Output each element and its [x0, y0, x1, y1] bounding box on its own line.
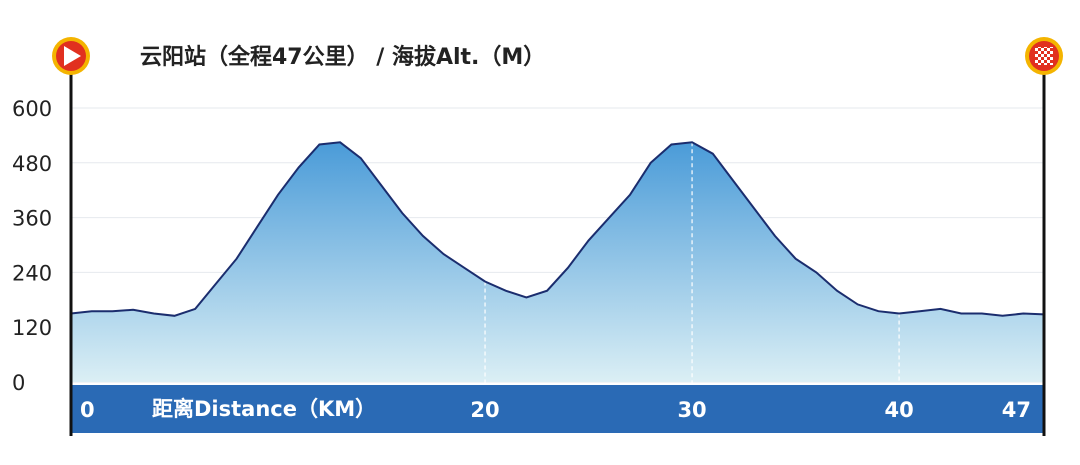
elevation-area	[71, 142, 1044, 382]
y-tick-label: 240	[12, 261, 52, 285]
elevation-line	[70, 141, 1045, 317]
x-tick-label: 20	[470, 398, 499, 422]
chart-title: 云阳站（全程47公里） / 海拔Alt.（M）	[140, 44, 545, 70]
y-tick-label: 120	[12, 316, 52, 340]
play-icon	[52, 37, 90, 75]
x-ticks: 0 20 30 40 47	[80, 398, 1031, 422]
x-axis-band	[70, 385, 1044, 433]
distance-markers	[484, 142, 900, 385]
y-tick-label: 480	[12, 152, 52, 176]
x-tick-label: 30	[677, 398, 706, 422]
y-tick-label: 360	[12, 207, 52, 231]
y-tick-label: 0	[12, 371, 25, 395]
checkered-flag-icon	[1025, 37, 1063, 75]
x-axis-label: 距离Distance（KM）	[152, 397, 376, 421]
x-tick-label: 47	[1002, 398, 1031, 422]
y-tick-label: 600	[12, 97, 52, 121]
y-ticks: 0 120 240 360 480 600	[12, 97, 52, 395]
x-tick-label: 40	[884, 398, 913, 422]
x-tick-label: 0	[80, 398, 95, 422]
